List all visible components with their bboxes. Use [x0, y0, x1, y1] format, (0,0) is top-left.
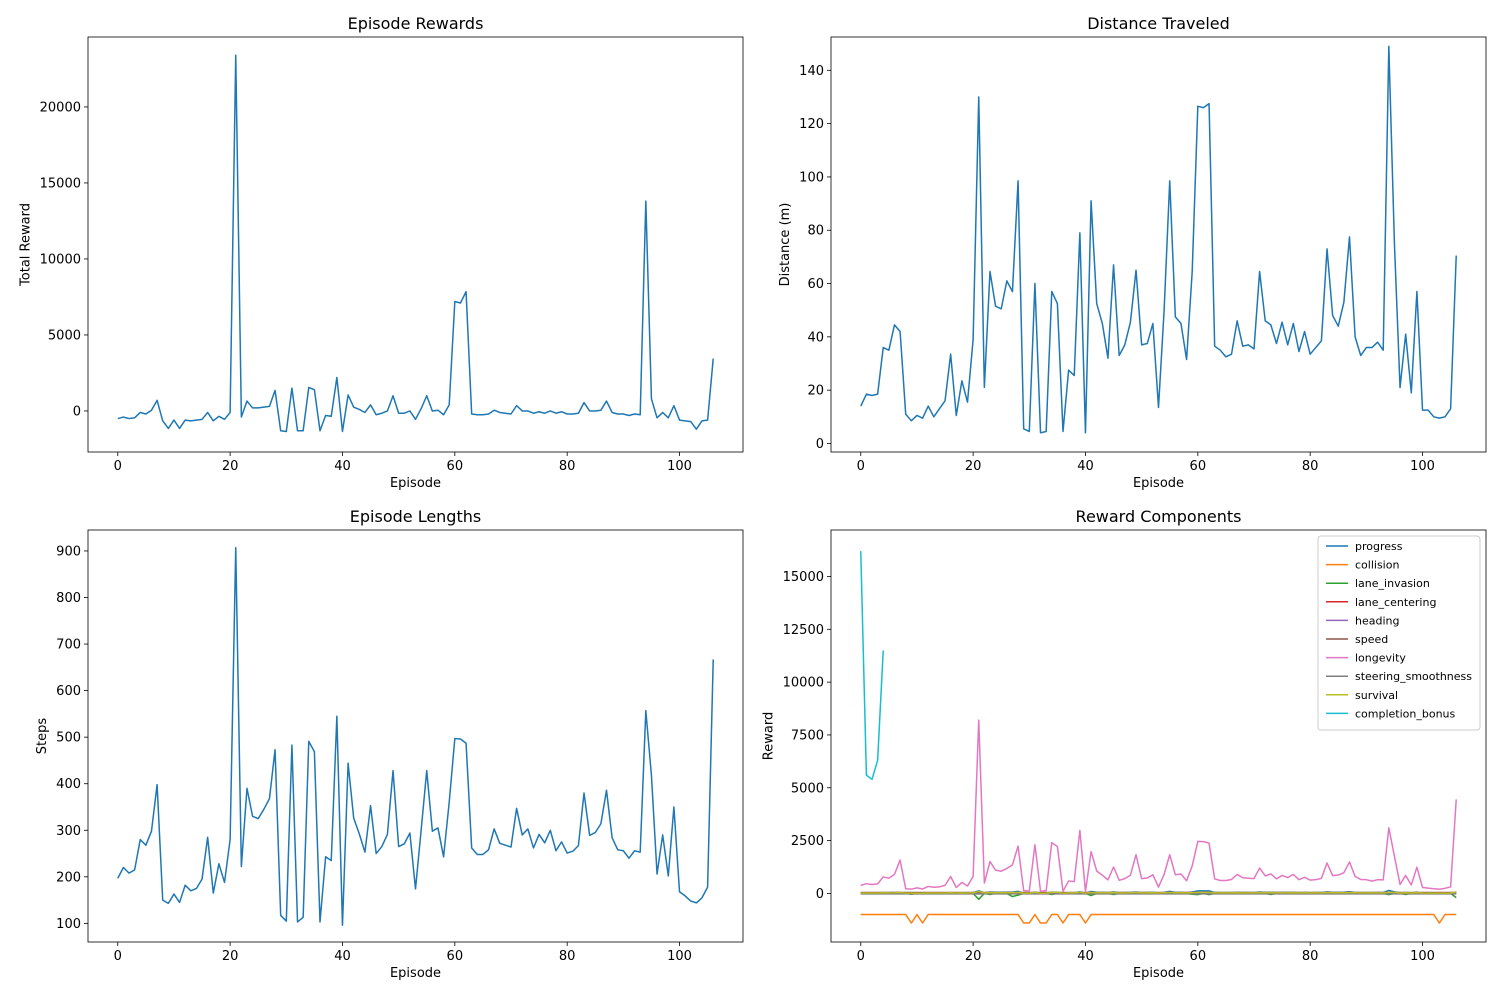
chart-title: Episode Rewards [348, 14, 484, 33]
y-tick-label: 10000 [783, 676, 824, 691]
chart-title: Reward Components [1076, 507, 1242, 526]
y-tick-label: 10000 [40, 252, 81, 267]
x-tick-label: 80 [559, 949, 576, 964]
plot-frame [87, 36, 744, 453]
y-tick-label: 600 [56, 684, 81, 699]
x-axis-label: Episode [390, 476, 441, 491]
x-tick-label: 20 [965, 459, 982, 474]
y-axis-label: Reward [762, 712, 777, 760]
x-tick-label: 0 [114, 949, 122, 964]
x-tick-label: 100 [667, 949, 692, 964]
x-axis-label: Episode [1133, 966, 1184, 981]
y-tick-label: 5000 [791, 781, 824, 796]
x-tick-label: 60 [447, 459, 464, 474]
y-axis-label: Distance (m) [778, 203, 793, 287]
x-tick-label: 20 [222, 949, 239, 964]
plot-frame [830, 36, 1487, 453]
y-tick-label: 140 [799, 64, 824, 79]
series-line-collision [860, 913, 1457, 924]
series-group [860, 45, 1457, 434]
y-tick-label: 12500 [783, 623, 824, 638]
y-tick-label: 300 [56, 824, 81, 839]
x-tick-label: 80 [559, 459, 576, 474]
y-tick-label: 100 [799, 170, 824, 185]
legend-label: completion_bonus [1355, 707, 1456, 720]
y-tick-label: 700 [56, 638, 81, 653]
x-tick-label: 20 [965, 949, 982, 964]
y-tick-label: 200 [56, 870, 81, 885]
x-tick-label: 100 [1410, 949, 1435, 964]
y-axis-label: Steps [35, 718, 50, 755]
x-tick-label: 80 [1302, 949, 1319, 964]
x-tick-label: 40 [1077, 459, 1094, 474]
chart-panel-2: 0 20 40 60 80 100 0 20 40 60 80 100 120 140 Distance T… [778, 14, 1487, 491]
plot-frame [830, 529, 1487, 943]
legend-label: collision [1355, 559, 1399, 572]
legend: progress collision lane_invasion lane_cente… [1317, 535, 1481, 731]
x-tick-label: 100 [1410, 459, 1435, 474]
y-tick-label: 900 [56, 544, 81, 559]
y-tick-label: 20000 [40, 100, 81, 115]
y-tick-label: 80 [807, 224, 824, 239]
y-tick-label: 7500 [791, 728, 824, 743]
y-tick-label: 0 [816, 437, 824, 452]
legend-label: steering_smoothness [1355, 670, 1472, 683]
legend-label: progress [1355, 540, 1403, 553]
y-tick-label: 2500 [791, 834, 824, 849]
y-tick-label: 15000 [783, 570, 824, 585]
chart-panel-3: 0 20 40 60 80 100 100 200 300 400 500 600 700 800 900 E… [35, 507, 744, 981]
x-tick-label: 0 [857, 459, 865, 474]
legend-label: longevity [1355, 652, 1406, 665]
legend-label: lane_centering [1355, 596, 1436, 609]
x-tick-label: 80 [1302, 459, 1319, 474]
x-tick-label: 0 [857, 949, 865, 964]
chart-title: Distance Traveled [1087, 14, 1230, 33]
plot-frame [87, 529, 744, 943]
series-group [860, 551, 1457, 924]
series-line-completion-bonus [860, 551, 884, 781]
x-tick-label: 40 [334, 459, 351, 474]
y-tick-label: 15000 [40, 176, 81, 191]
x-axis-label: Episode [390, 966, 441, 981]
y-tick-label: 120 [799, 117, 824, 132]
chart-panel-4: 0 20 40 60 80 100 0 2500 5000 7500 10000 12500 15000… [762, 507, 1487, 981]
y-axis-label: Total Reward [19, 203, 34, 287]
x-tick-label: 60 [1190, 459, 1207, 474]
series-line-1 [117, 54, 714, 433]
legend-label: heading [1355, 614, 1399, 627]
series-line-survival [860, 890, 1457, 894]
y-tick-label: 40 [807, 330, 824, 345]
chart-title: Episode Lengths [350, 507, 481, 526]
chart-panel-1: 0 20 40 60 80 100 0 5000 10000 15000 20000 Episode … [19, 14, 744, 491]
x-axis-label: Episode [1133, 476, 1184, 491]
x-tick-label: 60 [447, 949, 464, 964]
y-tick-label: 5000 [48, 328, 81, 343]
series-group [117, 546, 714, 926]
series-line-1 [860, 45, 1457, 434]
series-line-1 [117, 546, 714, 926]
legend-box [1317, 535, 1481, 731]
x-tick-label: 60 [1190, 949, 1207, 964]
x-tick-label: 0 [114, 459, 122, 474]
y-tick-label: 0 [816, 887, 824, 902]
legend-label: survival [1355, 689, 1398, 702]
legend-label: lane_invasion [1355, 577, 1430, 590]
y-tick-label: 400 [56, 777, 81, 792]
legend-label: speed [1355, 633, 1388, 646]
y-tick-label: 100 [56, 917, 81, 932]
x-tick-label: 20 [222, 459, 239, 474]
x-tick-label: 100 [667, 459, 692, 474]
series-line-longevity [860, 719, 1457, 893]
y-tick-label: 0 [73, 404, 81, 419]
series-group [117, 54, 714, 433]
y-tick-label: 500 [56, 731, 81, 746]
y-tick-label: 20 [807, 384, 824, 399]
y-tick-label: 800 [56, 591, 81, 606]
x-tick-label: 40 [1077, 949, 1094, 964]
y-tick-label: 60 [807, 277, 824, 292]
x-tick-label: 40 [334, 949, 351, 964]
